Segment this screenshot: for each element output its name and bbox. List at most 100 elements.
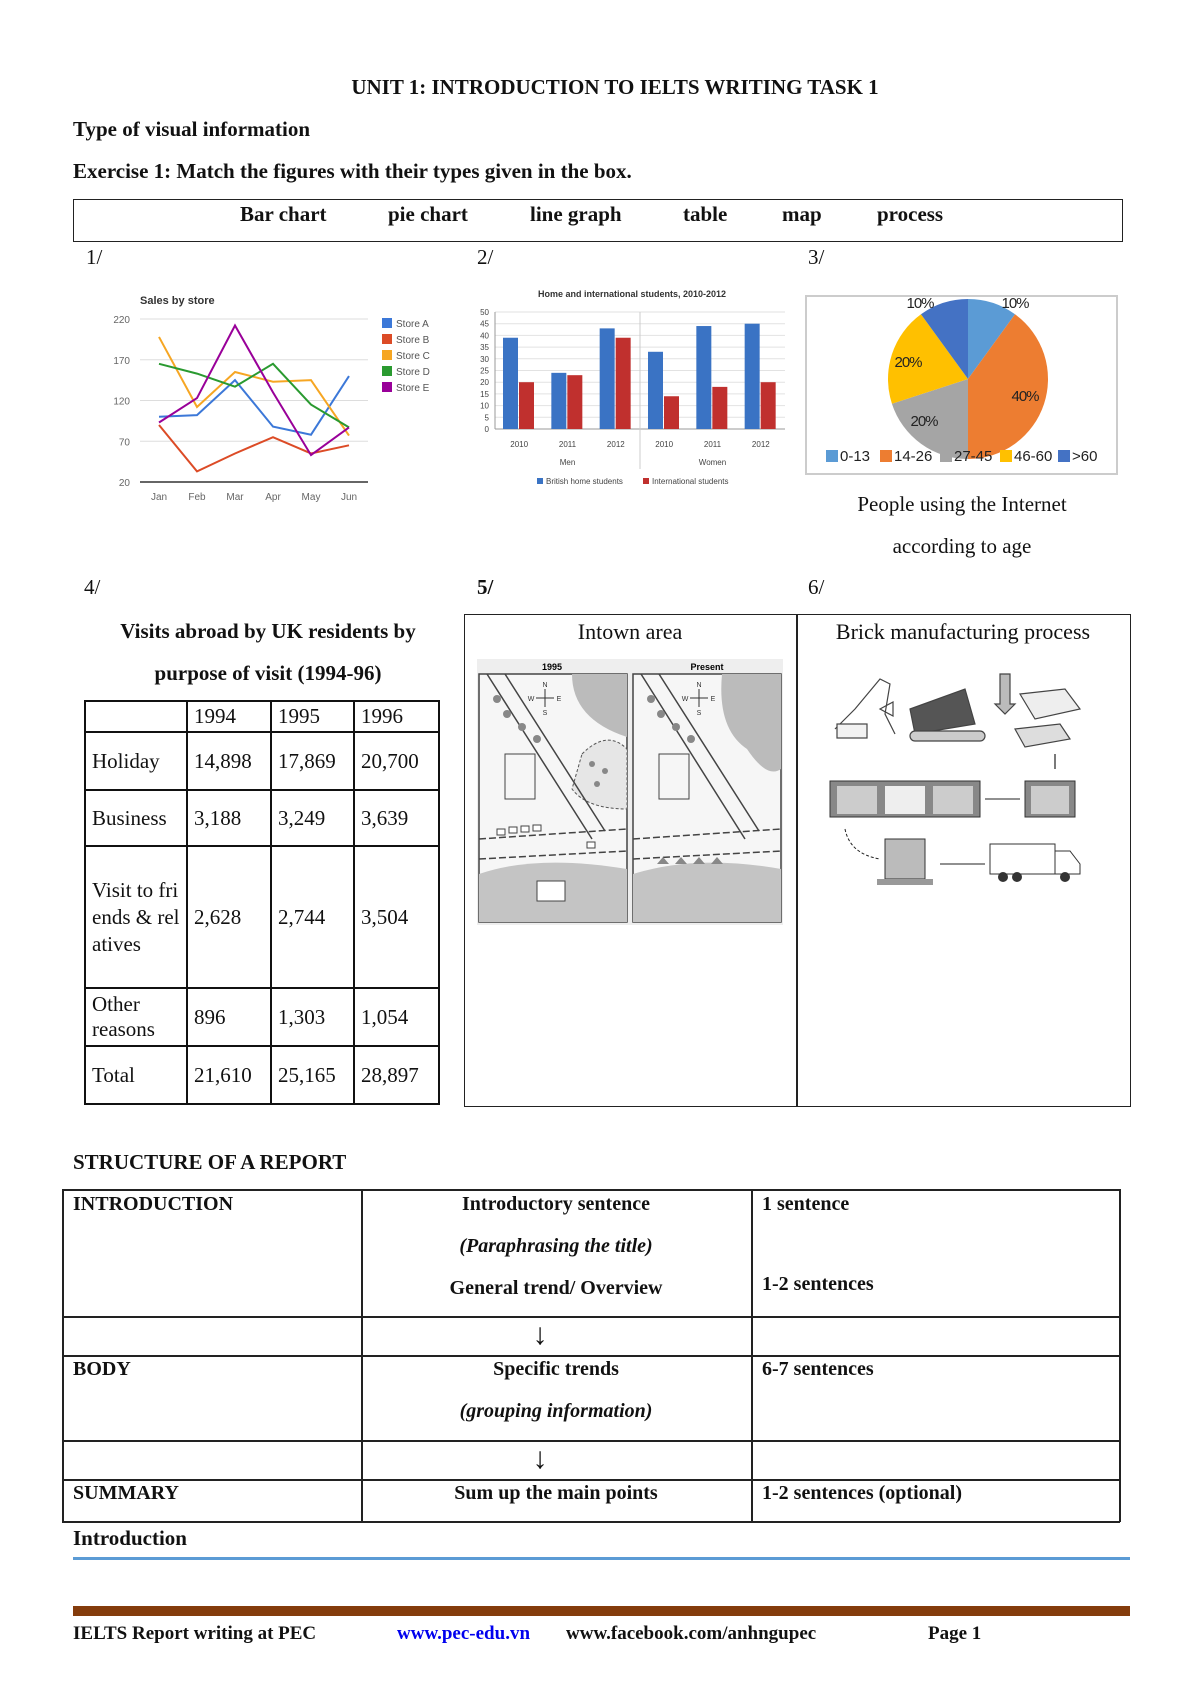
- x-tick-label: 2012: [752, 440, 770, 449]
- figure-number: 6/: [808, 575, 825, 599]
- legend-label: Store C: [396, 351, 430, 362]
- pie-slice: [888, 314, 968, 404]
- visits-table: 1994 1995 1996 Holiday 14,898 17,869 20,…: [84, 700, 440, 1105]
- arrow-icon: [844, 828, 881, 860]
- table-cell: 21,610: [186, 1045, 272, 1105]
- x-tick-label: Feb: [188, 492, 206, 503]
- legend-swatch: [382, 334, 392, 344]
- legend-label: Store B: [396, 335, 430, 346]
- legend-swatch: [1058, 450, 1070, 462]
- down-arrow-icon: ↓: [532, 1318, 548, 1351]
- bar: [712, 386, 728, 429]
- pie-slice: [920, 299, 968, 379]
- slice-label: 20%: [910, 413, 938, 430]
- map-title: Intown area: [577, 619, 683, 644]
- process-illustration: [829, 673, 1082, 885]
- map-illustration: 1995 N S W E Present N S W E: [477, 659, 783, 925]
- table-cell: 3,188: [186, 789, 272, 847]
- figure-number: 2/: [477, 245, 494, 269]
- structure-heading: STRUCTURE OF A REPORT: [73, 1150, 347, 1174]
- y-tick-label: 10: [480, 402, 489, 411]
- table-row: Other reasons 896 1,303 1,054: [84, 987, 440, 1047]
- y-tick-label: 25: [480, 367, 489, 376]
- summary-label: SUMMARY: [73, 1482, 179, 1504]
- y-tick-label: 20: [480, 378, 489, 387]
- legend-swatch: [537, 478, 543, 484]
- clay-grid-icon: [909, 688, 976, 735]
- type-box: [73, 199, 1123, 242]
- down-arrow-icon: ↓: [532, 1442, 548, 1475]
- chart-title: Sales by store: [140, 295, 215, 307]
- footer-left: IELTS Report writing at PEC: [73, 1623, 317, 1644]
- bar: [648, 351, 663, 429]
- table-header-cell: 1994: [186, 700, 272, 733]
- y-tick-label: 20: [119, 478, 131, 489]
- body-count: 6-7 sentences: [762, 1358, 874, 1380]
- pie-slice: [891, 379, 968, 459]
- row-label: Business: [84, 789, 188, 847]
- map-panel-present: Present N S W E: [632, 662, 782, 923]
- slice-label: 20%: [894, 354, 922, 371]
- compass-label: E: [557, 696, 562, 703]
- x-tick-label: Jun: [341, 492, 357, 503]
- y-tick-label: 220: [113, 315, 130, 326]
- legend-swatch: [643, 478, 649, 484]
- legend-label: 27-45: [954, 448, 992, 465]
- table-header-cell: 1995: [270, 700, 355, 733]
- slice-label: 40%: [1011, 388, 1039, 405]
- legend-label: International students: [652, 477, 729, 486]
- drying-oven-icon: [1024, 780, 1076, 818]
- y-tick-label: 70: [119, 437, 131, 448]
- footer-website-link[interactable]: www.pec-edu.vn: [397, 1623, 531, 1644]
- legend-label: British home students: [546, 477, 623, 486]
- exercise-instruction: Exercise 1: Match the figures with their…: [73, 159, 632, 183]
- body-text: Specific trends: [493, 1358, 619, 1380]
- table-cell: 3,249: [270, 789, 355, 847]
- figures-box: [464, 614, 1131, 1107]
- table-row: Visit to friends & relatives 2,628 2,744…: [84, 845, 440, 989]
- intro-count: 1-2 sentences: [762, 1273, 874, 1295]
- intro-text: (Paraphrasing the title): [459, 1235, 653, 1257]
- pie-slice: [968, 299, 1016, 379]
- map-panel-label: Present: [690, 662, 723, 672]
- compass-label: W: [528, 696, 535, 703]
- table-cell: 2,744: [270, 845, 355, 989]
- bar: [551, 372, 567, 429]
- legend-label: 46-60: [1014, 448, 1052, 465]
- table-cell: 20,700: [353, 731, 440, 791]
- compass-label: N: [542, 682, 547, 689]
- row-label: Other reasons: [84, 987, 188, 1047]
- map-panel-label: 1995: [542, 662, 562, 672]
- x-tick-label: May: [302, 492, 321, 503]
- y-tick-label: 0: [485, 425, 490, 434]
- down-arrow-icon: [993, 673, 1017, 715]
- y-tick-label: 40: [480, 331, 489, 340]
- roller-icon: [909, 730, 986, 742]
- intro-text: Introductory sentence: [462, 1193, 650, 1215]
- table-header-cell: [84, 700, 188, 733]
- table-cell: 1,054: [353, 987, 440, 1047]
- y-tick-label: 170: [113, 356, 130, 367]
- legend-label: 0-13: [840, 448, 870, 465]
- table-title-line: purpose of visit (1994-96): [154, 661, 382, 685]
- legend-label: Store A: [396, 319, 429, 330]
- packaging-icon: [877, 838, 933, 885]
- table-cell: 2,628: [186, 845, 272, 989]
- mould-icon: [1014, 723, 1072, 748]
- page-title: UNIT 1: INTRODUCTION TO IELTS WRITING TA…: [351, 75, 879, 99]
- series-line: [158, 424, 350, 473]
- row-label: Holiday: [84, 731, 188, 791]
- slice-label: 10%: [906, 295, 934, 312]
- arrow-icon: [878, 700, 894, 718]
- row-label: Visit to friends & relatives: [84, 845, 188, 989]
- legend-swatch: [1000, 450, 1012, 462]
- footer-facebook: www.facebook.com/anhngupec: [566, 1623, 817, 1644]
- slice-label: 10%: [1001, 295, 1029, 312]
- bar: [664, 396, 679, 429]
- x-tick-label: Apr: [265, 492, 281, 503]
- wire-cutter-icon: [1019, 688, 1082, 720]
- delivery-truck-icon: [989, 843, 1081, 882]
- y-tick-label: 5: [485, 413, 490, 422]
- compass-label: E: [711, 696, 716, 703]
- table-row: Business 3,188 3,249 3,639: [84, 789, 440, 847]
